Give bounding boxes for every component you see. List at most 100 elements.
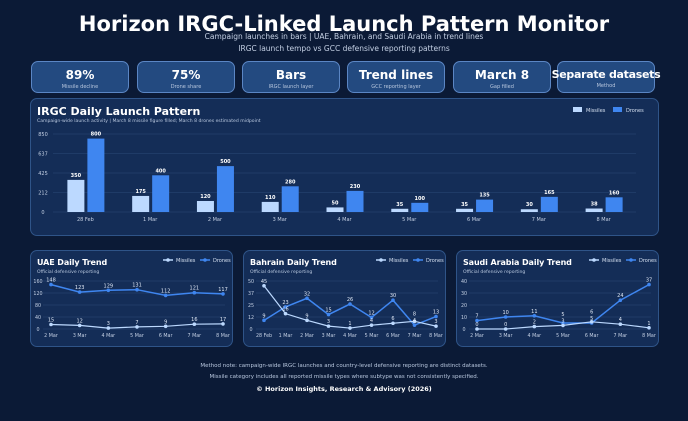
data-label: 500 [220,159,231,165]
bar-missiles [67,179,85,212]
data-point [283,305,288,309]
data-label: 0 [504,322,507,328]
data-label: 30 [390,293,396,299]
legend-marker [203,258,207,262]
data-label: 3 [107,321,110,327]
data-point [561,323,565,328]
data-point [283,311,288,316]
bar-drones [540,196,558,212]
data-point [647,282,651,287]
data-label: 37 [646,278,652,284]
chart-subtitle: Campaign-wide launch activity | March 8 … [37,119,261,124]
data-point [326,312,331,317]
x-tick-label: 3 Mar [273,217,288,223]
data-point [49,282,53,287]
bar-missiles [196,200,214,212]
legend-label: Missiles [176,258,196,264]
method-note: Method note: campaign-wide IRGC launches… [200,363,488,369]
data-point [369,323,374,327]
x-tick-label: 2 Mar [470,333,484,339]
data-label: 12 [368,310,374,316]
kpi-value: Trend lines [358,68,434,82]
x-tick-label: 2 Mar [300,333,314,339]
data-point [412,323,417,327]
legend-label: Drones [426,258,444,264]
kpi-value: March 8 [474,68,530,82]
data-point [391,321,395,326]
data-label: 135 [479,193,490,199]
legend-swatch-drones [613,107,622,112]
data-point [305,296,309,301]
kpi-card: Trend lines GCC reporting layer [347,61,445,93]
data-label: 6 [391,316,394,322]
data-point [221,322,225,326]
data-label: 8 [413,312,416,318]
data-label: 123 [75,285,85,291]
data-point [77,323,82,328]
data-label: 120 [200,194,211,200]
x-tick-label: 5 Mar [402,217,417,223]
chart-subtitle: Official defensive reporting [37,270,100,275]
legend-label: Missiles [389,258,409,264]
data-label: 131 [132,283,142,289]
uae-trend-panel: UAE Daily Trend Official defensive repor… [30,250,233,347]
x-tick-label: 6 Mar [467,217,482,223]
y-tick-label: 25 [248,303,254,309]
bar-missiles [391,208,409,212]
data-label: 38 [591,202,598,208]
data-point [369,315,374,320]
kpi-value: Bars [275,68,307,82]
bar-drones [87,138,105,212]
missile-note: Missile category includes all reported m… [209,374,479,380]
legend-swatch-missiles [573,107,582,112]
data-point [49,322,53,327]
bahrain-trend-panel: Bahrain Daily Trend Official defensive r… [243,250,446,347]
data-label: 148 [46,278,56,284]
x-tick-label: 5 Mar [365,333,379,339]
data-label: 16 [191,317,197,323]
x-tick-label: 4 Mar [343,333,357,339]
x-tick-label: 4 Mar [528,333,542,339]
y-tick-label: 120 [33,291,42,297]
data-label: 50 [332,200,339,206]
y-tick-label: 12 [248,315,254,321]
legend-marker [629,258,633,262]
kpi-label: Drone share [170,84,202,90]
data-point [434,324,438,328]
data-label: 6 [590,310,593,316]
bar-drones [152,175,170,212]
data-label: 12 [76,318,82,324]
data-label: 350 [71,173,82,179]
y-tick-label: 80 [35,303,41,309]
x-tick-label: 3 Mar [73,333,87,339]
kpi-card: 75% Drone share [137,61,235,93]
y-tick-label: 10 [461,315,467,321]
data-point [135,325,139,329]
data-point [532,324,537,329]
data-point [262,318,266,323]
kpi-label: Method [596,83,616,89]
x-tick-label: 6 Mar [386,333,400,339]
data-label: 3 [434,319,437,325]
x-tick-label: 1 Mar [143,217,158,223]
data-label: 100 [415,196,426,202]
copyright: © Horizon Insights, Research & Advisory … [256,385,432,393]
kpi-label: Missile decline [61,84,99,90]
bar-missiles [456,208,474,212]
data-point [532,314,537,318]
y-tick-label: 30 [461,291,467,297]
x-tick-label: 8 Mar [597,217,612,223]
data-label: 2 [533,320,536,326]
chart-title: Saudi Arabia Daily Trend [463,258,572,267]
data-label: 1 [647,321,650,327]
legend-label: Drones [213,258,231,264]
data-label: 9 [305,313,308,319]
bar-missiles [326,207,344,212]
kpi-label: Gap filled [490,84,514,90]
y-tick-label: 40 [35,315,41,321]
y-tick-label: 850 [38,132,48,138]
data-point [106,288,111,293]
kpi-label: IRGC launch layer [268,84,314,90]
data-label: 280 [285,179,296,185]
